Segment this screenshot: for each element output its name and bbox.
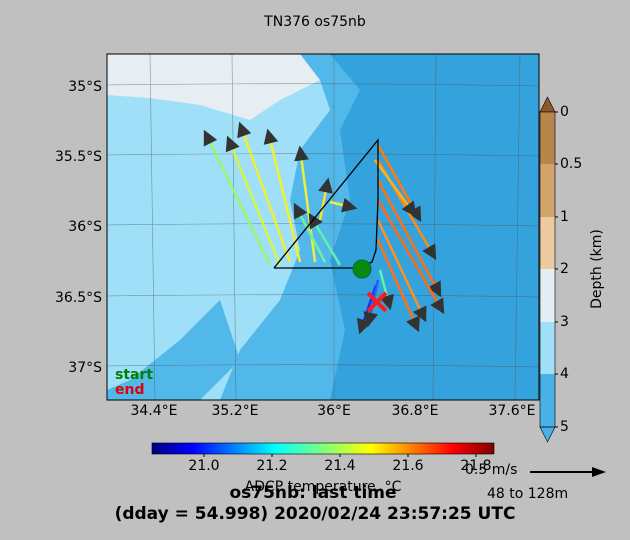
- lon-label: 36°E: [317, 403, 351, 419]
- depth-tick-label: 3: [560, 314, 569, 330]
- map-frame: [106, 53, 540, 401]
- scale-label: 0.5 m/s: [465, 462, 517, 478]
- temperature-tick-label: 21.4: [324, 458, 355, 474]
- lat-label: 35.5°S: [55, 149, 102, 165]
- depth-tick-label: 4: [560, 366, 569, 382]
- lon-label: 36.8°E: [391, 403, 438, 419]
- temperature-tick-label: 21.8: [460, 458, 491, 474]
- title: TN376 os75nb: [263, 14, 366, 30]
- legend-start: start: [115, 367, 153, 383]
- map: start end: [107, 54, 539, 400]
- scale-arrowhead: [592, 467, 606, 477]
- depth-colorbar: [539, 96, 556, 443]
- depth-tick-label: 0: [560, 104, 569, 120]
- lon-label: 37.6°E: [488, 403, 535, 419]
- lat-label: 36.5°S: [55, 290, 102, 306]
- temperature-colorbar: [151, 442, 495, 455]
- lat-label: 35°S: [68, 79, 102, 95]
- temperature-tick-label: 21.0: [188, 458, 219, 474]
- temperature-label: ADCP temperature, °C: [245, 479, 402, 495]
- temperature-tick-label: 21.2: [256, 458, 287, 474]
- lat-label: 36°S: [68, 219, 102, 235]
- legend-end: end: [115, 382, 144, 398]
- lat-label: 37°S: [68, 360, 102, 376]
- footer-line2: (dday = 54.998) 2020/02/24 23:57:25 UTC: [115, 504, 516, 524]
- footer-line1: os75nb: last time: [229, 483, 396, 503]
- lon-label: 35.2°E: [211, 403, 258, 419]
- depth-tick-label: 0.5: [560, 156, 582, 172]
- lon-labels: 34.4°E 35.2°E 36°E 36.8°E 37.6°E: [130, 403, 535, 419]
- depth-tick-label: 1: [560, 209, 569, 225]
- depth-tick-label: 5: [560, 419, 569, 435]
- temperature-tick-label: 21.6: [392, 458, 423, 474]
- depth-tick-label: 2: [560, 261, 569, 277]
- lon-label: 34.4°E: [130, 403, 177, 419]
- depth-label: Depth (km): [589, 229, 605, 309]
- depth-range: 48 to 128m: [487, 486, 568, 502]
- lat-labels: 35°S 35.5°S 36°S 36.5°S 37°S: [55, 79, 102, 376]
